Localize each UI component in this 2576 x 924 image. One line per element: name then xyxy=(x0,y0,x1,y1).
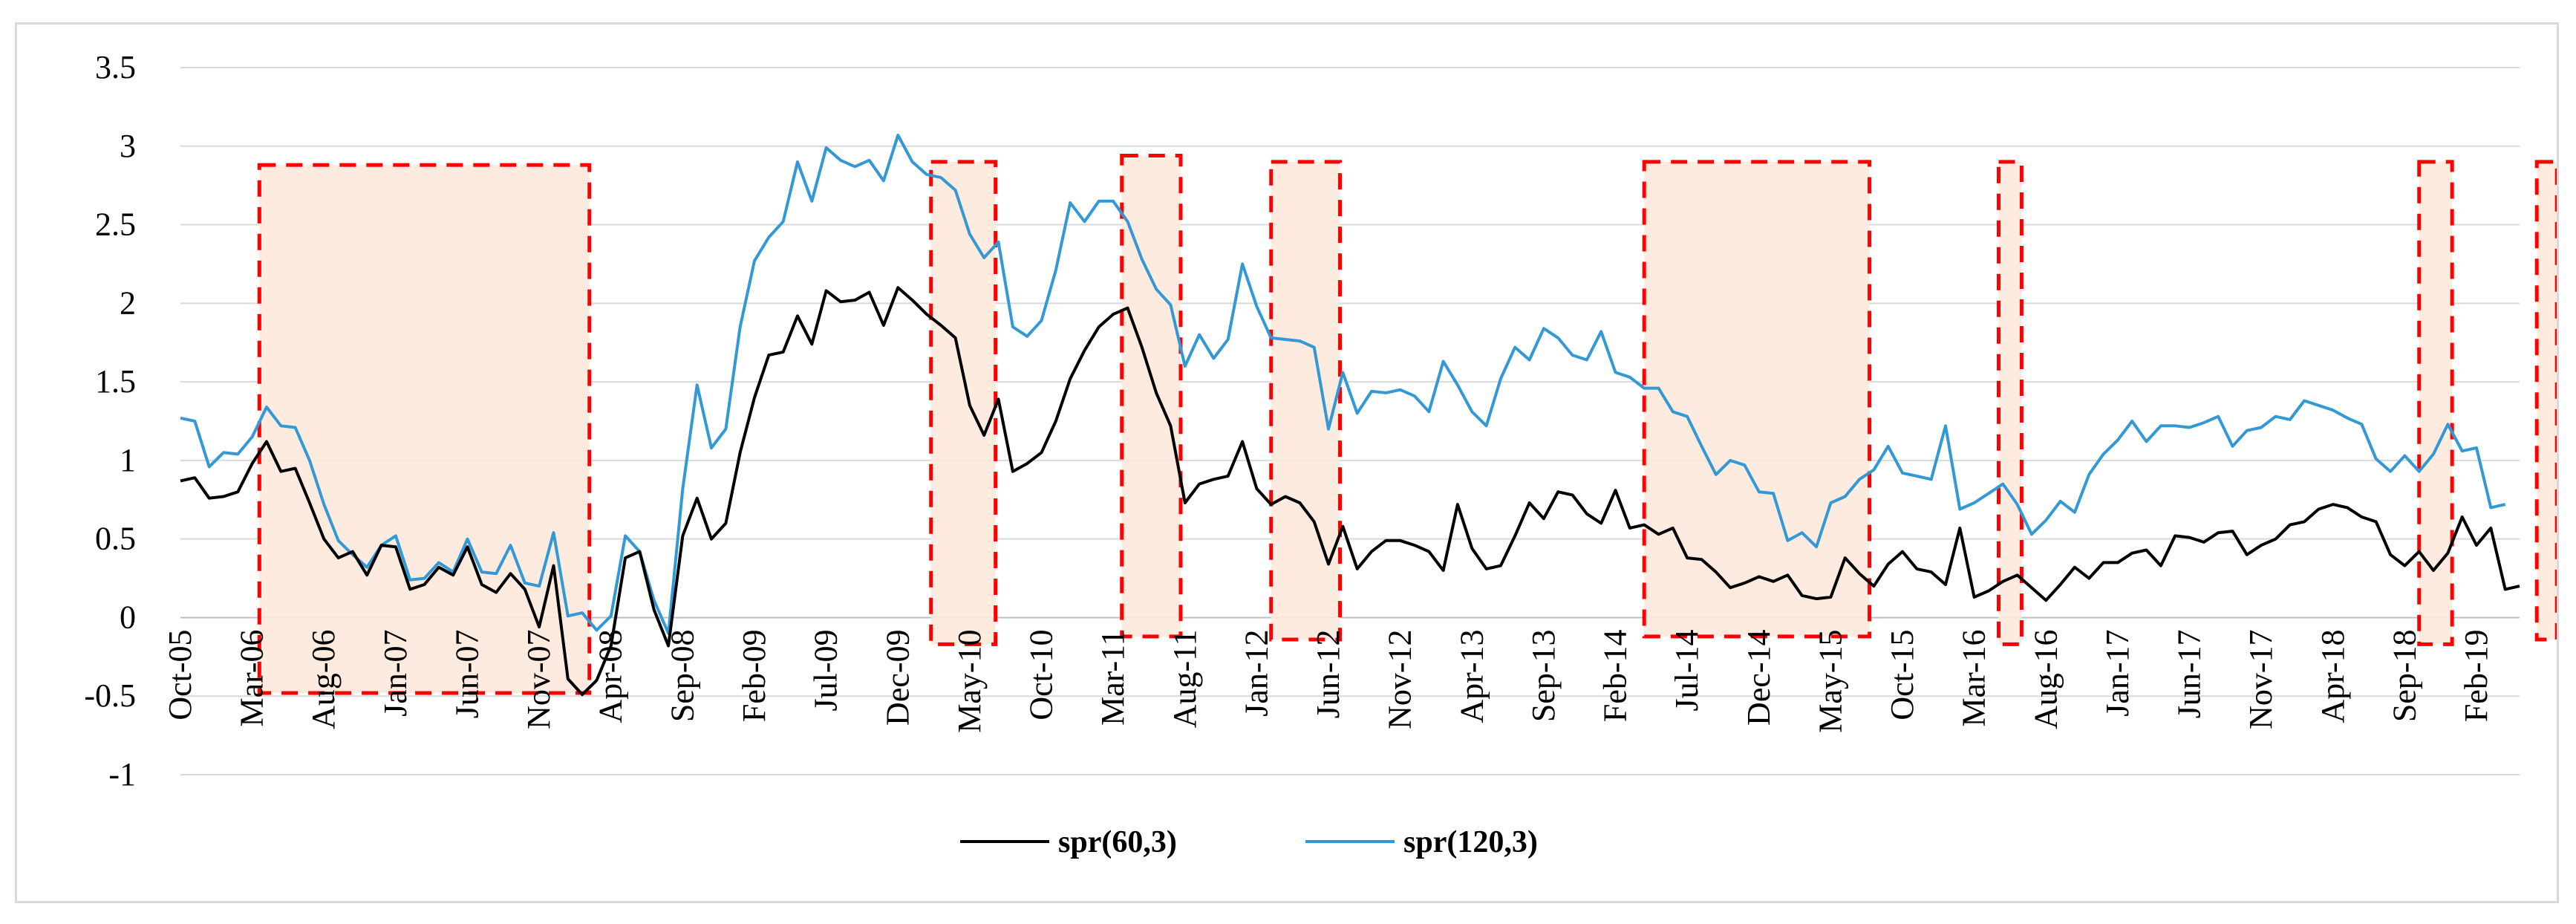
x-tick-label: Mar-11 xyxy=(1095,629,1131,725)
x-tick-label: Mar-16 xyxy=(1956,629,1992,726)
y-tick-label: 1.5 xyxy=(95,363,136,400)
x-tick-label: Sep-13 xyxy=(1525,629,1562,722)
x-tick-label: Jun-17 xyxy=(2171,629,2208,718)
highlight-period xyxy=(1996,160,2024,646)
legend: spr(60,3) spr(120,3) xyxy=(960,825,1538,859)
x-tick-label: Aug-06 xyxy=(305,629,342,729)
x-tick-label: Dec-14 xyxy=(1741,629,1777,726)
legend-label-spr60: spr(60,3) xyxy=(1058,825,1177,859)
chart-frame: -1 -0.5 0 0.5 1 1.5 2 2.5 3 3.5 Oct-05 Mar-06 Aug-0… xyxy=(15,22,2559,903)
x-tick-label: Mar-06 xyxy=(234,629,270,726)
x-tick-label: Sep-18 xyxy=(2386,629,2422,722)
y-tick-label: -1 xyxy=(108,756,136,793)
highlight-period xyxy=(257,163,592,695)
x-tick-label: Oct-10 xyxy=(1023,629,1060,720)
x-axis-ticks: Oct-05 Mar-06 Aug-06 Jan-07 Jun-07 Nov-07 Apr-… xyxy=(162,629,2494,732)
y-tick-label: 3 xyxy=(120,128,136,164)
x-tick-label: Apr-18 xyxy=(2315,629,2351,723)
highlight-period xyxy=(2417,160,2454,646)
y-tick-label: 2.5 xyxy=(95,206,136,243)
x-tick-label: Dec-09 xyxy=(879,629,916,726)
y-tick-label: 2 xyxy=(120,284,136,321)
y-tick-label: 3.5 xyxy=(95,49,136,85)
series-line-spr1203 xyxy=(180,134,2506,635)
highlight-periods xyxy=(257,153,2557,695)
series-line-spr603 xyxy=(180,286,2520,697)
highlight-period xyxy=(1269,160,1342,642)
x-tick-label: Apr-13 xyxy=(1453,629,1490,723)
x-tick-label: Jan-17 xyxy=(2099,629,2136,716)
y-tick-label: 1 xyxy=(120,442,136,478)
series-lines xyxy=(180,134,2520,697)
x-tick-label: Jul-09 xyxy=(808,629,844,711)
x-tick-label: Jan-07 xyxy=(377,629,414,716)
x-tick-label: Feb-09 xyxy=(736,629,772,722)
x-tick-label: Jun-07 xyxy=(449,629,486,718)
x-tick-label: Jul-14 xyxy=(1669,629,1705,711)
x-tick-label: Nov-12 xyxy=(1382,629,1418,729)
legend-label-spr120: spr(120,3) xyxy=(1403,825,1538,859)
x-tick-label: Feb-19 xyxy=(2458,629,2494,722)
y-tick-label: 0.5 xyxy=(95,521,136,557)
y-tick-label: -0.5 xyxy=(84,677,136,714)
x-tick-label: Oct-15 xyxy=(1884,629,1920,720)
x-tick-label: Sep-08 xyxy=(664,629,700,722)
y-axis-ticks: -1 -0.5 0 0.5 1 1.5 2 2.5 3 3.5 xyxy=(84,49,136,793)
x-tick-label: Jun-12 xyxy=(1310,629,1346,718)
highlight-period xyxy=(2534,160,2557,642)
x-tick-label: Oct-05 xyxy=(162,629,198,720)
line-chart: -1 -0.5 0 0.5 1 1.5 2 2.5 3 3.5 Oct-05 Mar-06 Aug-0… xyxy=(84,49,2557,859)
highlight-period xyxy=(929,160,998,646)
x-tick-label: May-15 xyxy=(1812,629,1848,732)
x-tick-label: Jan-12 xyxy=(1238,629,1274,716)
y-tick-label: 0 xyxy=(120,599,136,635)
highlight-period xyxy=(1642,160,1872,639)
x-tick-label: Aug-16 xyxy=(2027,629,2064,729)
x-tick-label: Nov-17 xyxy=(2243,629,2279,729)
x-tick-label: Feb-14 xyxy=(1597,629,1634,722)
x-tick-label: May-10 xyxy=(951,629,988,732)
x-tick-label: Aug-11 xyxy=(1167,629,1203,728)
x-tick-label: Nov-07 xyxy=(521,629,557,729)
